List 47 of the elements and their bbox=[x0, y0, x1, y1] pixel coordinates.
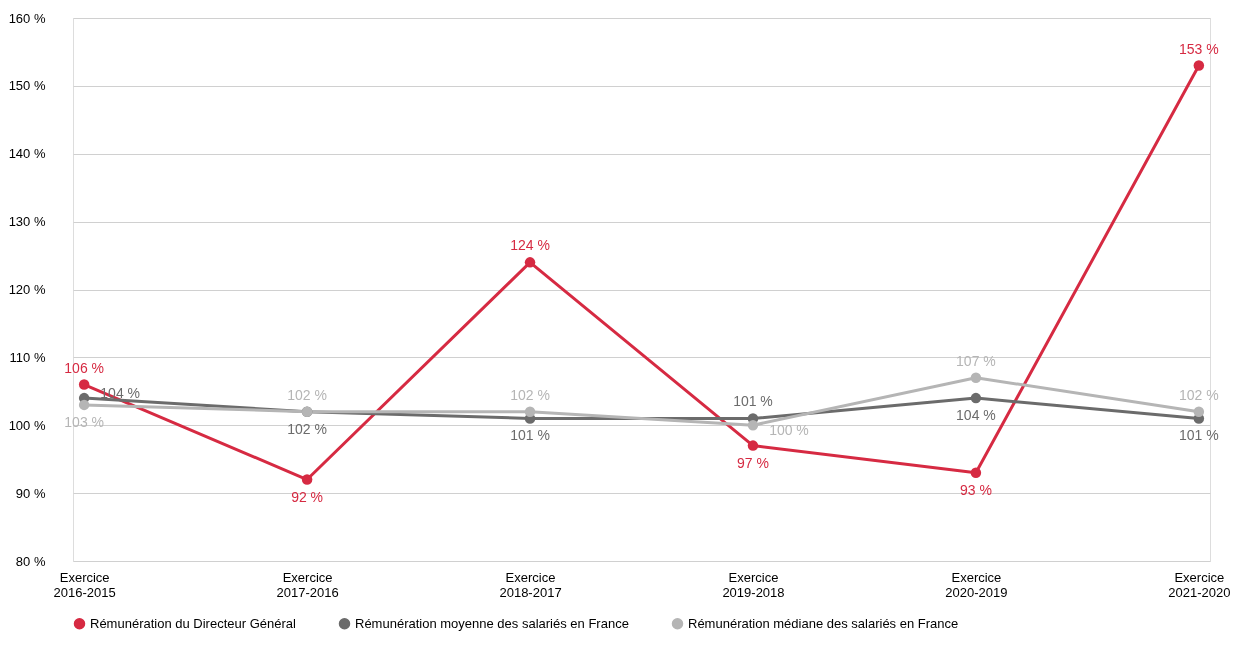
data-label: 102 % bbox=[1179, 386, 1219, 403]
point bbox=[524, 257, 536, 268]
data-label: 104 % bbox=[956, 407, 996, 424]
point bbox=[1193, 60, 1205, 71]
data-label: 102 % bbox=[287, 420, 327, 437]
y-tick-label: 120 % bbox=[8, 282, 46, 297]
point bbox=[747, 440, 759, 451]
x-tick-label: Exercice 2018-2017 bbox=[499, 569, 562, 600]
data-label: 101 % bbox=[1179, 427, 1219, 444]
data-label: 106 % bbox=[64, 359, 104, 376]
point bbox=[970, 392, 982, 404]
data-label: 97 % bbox=[737, 454, 769, 471]
legend-label: Rémunération moyenne des salariés en France bbox=[355, 615, 629, 631]
data-label: 153 % bbox=[1179, 40, 1219, 57]
x-tick-label: Exercice 2016-2015 bbox=[53, 569, 116, 600]
data-label: 102 % bbox=[510, 386, 550, 403]
data-label: 92 % bbox=[291, 488, 324, 505]
data-label: 101 % bbox=[733, 393, 773, 410]
x-tick-label: Exercice 2017-2016 bbox=[276, 569, 339, 600]
data-label: 100 % bbox=[769, 422, 809, 439]
legend-label: Rémunération médiane des salariés en France bbox=[688, 615, 959, 631]
data-label: 103 % bbox=[64, 413, 104, 430]
y-tick-label: 130 % bbox=[8, 214, 46, 230]
data-label: 101 % bbox=[510, 427, 550, 444]
y-tick-label: 140 % bbox=[8, 146, 46, 162]
point bbox=[970, 467, 982, 478]
point bbox=[524, 406, 536, 417]
x-tick-label: Exercice 2019-2018 bbox=[722, 569, 785, 600]
data-label: 107 % bbox=[956, 352, 996, 369]
point bbox=[1193, 406, 1205, 417]
point bbox=[747, 420, 759, 431]
y-tick-label: 90 % bbox=[15, 485, 46, 501]
y-tick-label: 110 % bbox=[9, 349, 46, 365]
y-tick-label: 100 % bbox=[8, 417, 46, 433]
y-tick-label: 160 % bbox=[8, 10, 46, 26]
data-label: 124 % bbox=[510, 237, 550, 254]
point bbox=[78, 399, 90, 411]
point bbox=[301, 474, 313, 485]
x-tick-label: Exercice 2021-2020 bbox=[1168, 569, 1231, 600]
point bbox=[78, 379, 90, 390]
point bbox=[970, 372, 982, 383]
data-label: 102 % bbox=[287, 386, 327, 403]
y-tick-label: 150 % bbox=[8, 78, 46, 94]
data-label: 93 % bbox=[959, 481, 992, 498]
legend-label: Rémunération du Directeur Général bbox=[90, 615, 297, 631]
x-tick-label: Exercice 2020-2019 bbox=[945, 569, 1008, 600]
y-tick-label: 80 % bbox=[15, 553, 46, 569]
